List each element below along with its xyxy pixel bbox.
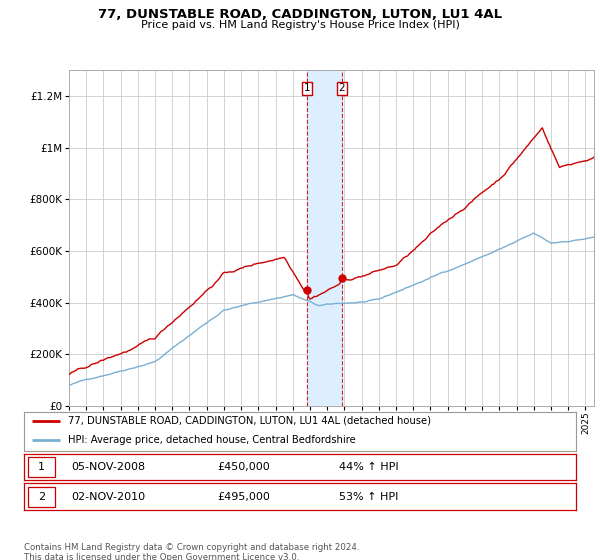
Text: £450,000: £450,000 (217, 462, 270, 472)
Text: 2: 2 (38, 492, 45, 502)
Text: 1: 1 (304, 83, 311, 93)
Text: 44% ↑ HPI: 44% ↑ HPI (338, 462, 398, 472)
Text: 77, DUNSTABLE ROAD, CADDINGTON, LUTON, LU1 4AL: 77, DUNSTABLE ROAD, CADDINGTON, LUTON, L… (98, 8, 502, 21)
Text: 77, DUNSTABLE ROAD, CADDINGTON, LUTON, LU1 4AL (detached house): 77, DUNSTABLE ROAD, CADDINGTON, LUTON, L… (68, 416, 431, 426)
Text: 05-NOV-2008: 05-NOV-2008 (71, 462, 145, 472)
Text: Contains HM Land Registry data © Crown copyright and database right 2024.
This d: Contains HM Land Registry data © Crown c… (24, 543, 359, 560)
Text: Price paid vs. HM Land Registry's House Price Index (HPI): Price paid vs. HM Land Registry's House … (140, 20, 460, 30)
Bar (307, 70, 342, 406)
Text: 53% ↑ HPI: 53% ↑ HPI (338, 492, 398, 502)
Text: HPI: Average price, detached house, Central Bedfordshire: HPI: Average price, detached house, Cent… (68, 435, 356, 445)
FancyBboxPatch shape (28, 457, 55, 477)
FancyBboxPatch shape (28, 487, 55, 507)
Text: 1: 1 (38, 462, 45, 472)
Text: 2: 2 (338, 83, 345, 93)
Text: £495,000: £495,000 (217, 492, 270, 502)
Text: 02-NOV-2010: 02-NOV-2010 (71, 492, 145, 502)
